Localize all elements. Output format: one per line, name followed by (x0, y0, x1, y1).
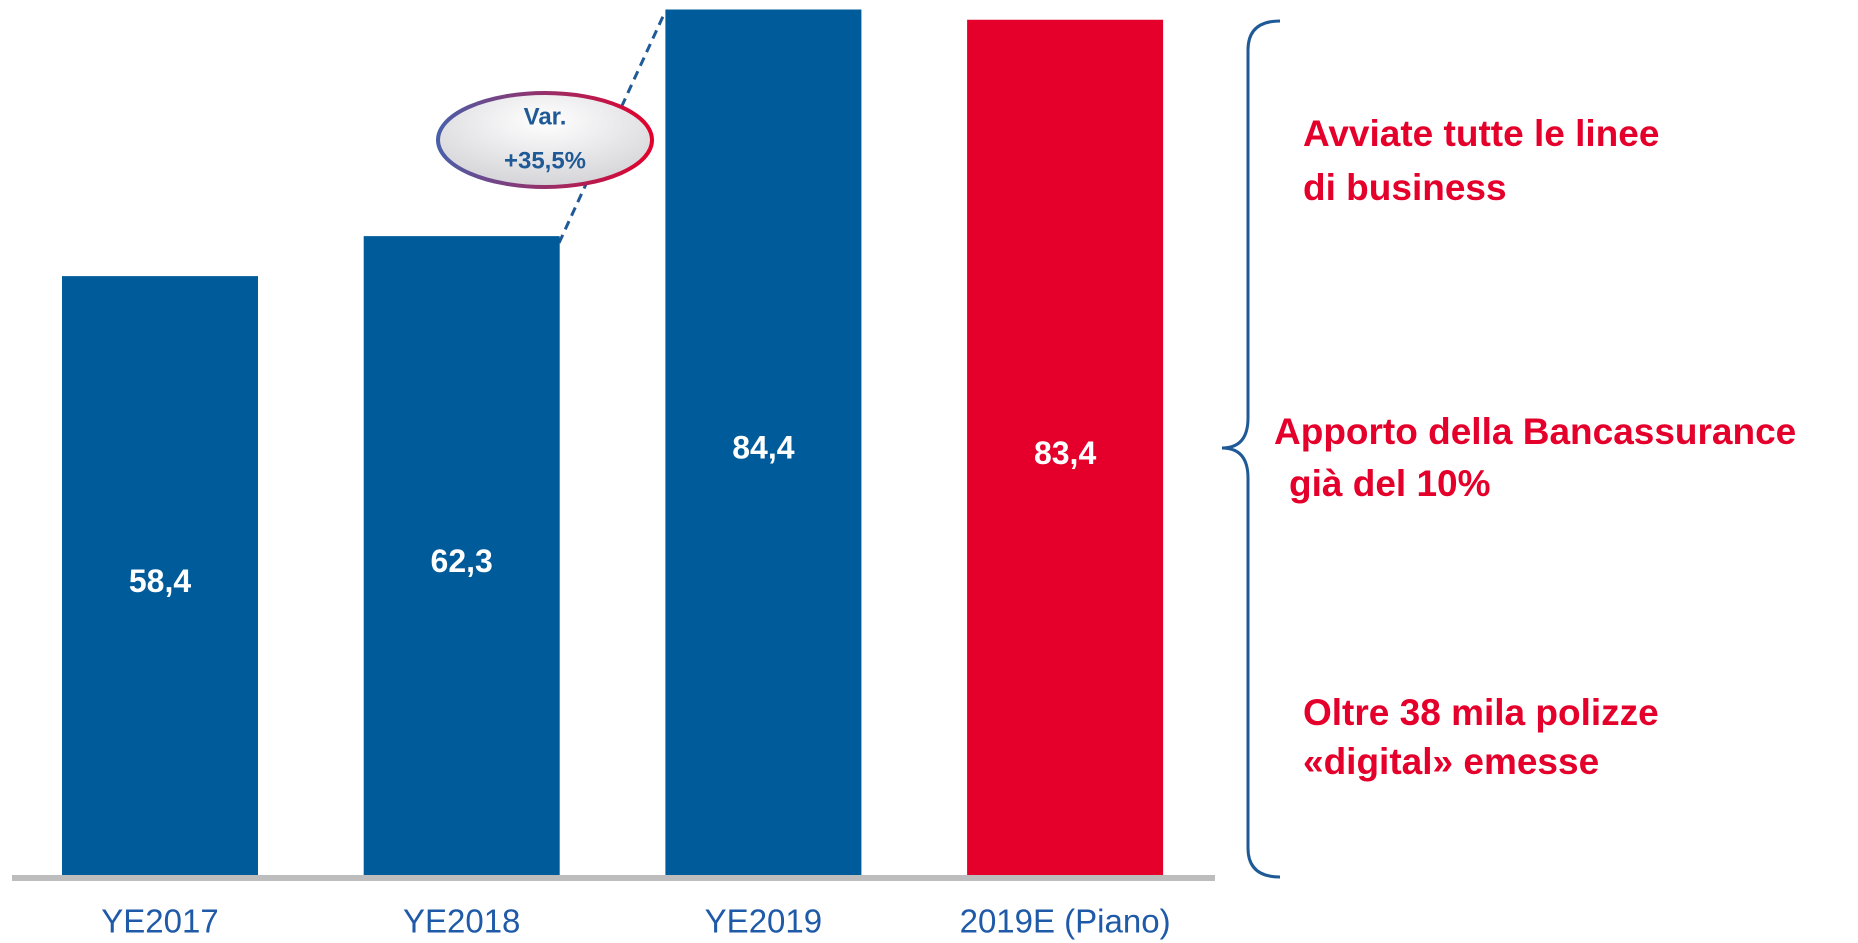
note: di business (1303, 167, 1507, 208)
value-label: 58,4 (129, 563, 191, 599)
x-tick-label: YE2019 (705, 903, 822, 940)
note: Apporto della Bancassurance (1274, 411, 1796, 452)
note: già del 10% (1289, 463, 1491, 504)
value-label: 62,3 (431, 543, 493, 579)
x-tick-label: YE2017 (101, 903, 218, 940)
change-label: +35,5% (504, 147, 586, 174)
note: Oltre 38 mila polizze (1303, 692, 1659, 733)
bar (363, 236, 560, 875)
bar (665, 9, 862, 875)
note: «digital» emesse (1303, 741, 1599, 782)
brace (1221, 19, 1281, 879)
x-tick-label: 2019E (Piano) (960, 903, 1171, 940)
value-label: 83,4 (1034, 435, 1096, 471)
change-label: Var. (524, 103, 567, 130)
change-bubble (436, 91, 654, 189)
bar (62, 276, 258, 875)
x-tick-label: YE2018 (403, 903, 520, 940)
bar (967, 19, 1164, 875)
value-label: 84,4 (732, 430, 794, 466)
note: Avviate tutte le linee (1303, 113, 1659, 154)
